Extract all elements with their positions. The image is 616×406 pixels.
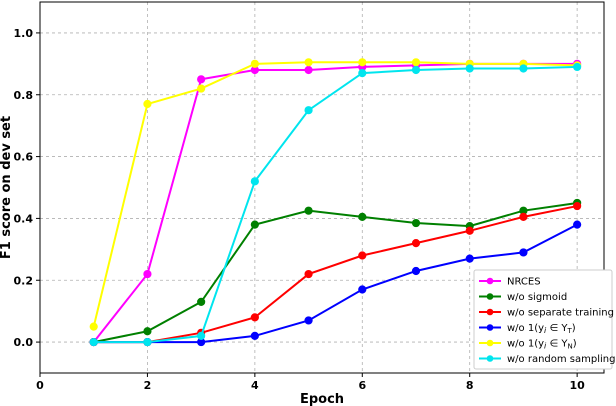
legend-label: w/o sigmoid bbox=[507, 292, 567, 303]
data-point bbox=[519, 64, 528, 73]
data-point bbox=[250, 313, 259, 322]
axes: 0 2 4 6 8 10 0.0 0.2 0.4 0.6 0.8 1.0 Epoch F1 score o… bbox=[0, 1, 605, 406]
data-point bbox=[197, 297, 206, 306]
data-point bbox=[358, 69, 367, 78]
x-tick-label: 2 bbox=[144, 379, 152, 392]
x-tick-label: 8 bbox=[466, 379, 474, 392]
data-point bbox=[411, 239, 421, 248]
data-point bbox=[143, 269, 152, 279]
legend-marker bbox=[486, 355, 494, 362]
legend-label: w/o 1(yi ∈ YN) bbox=[507, 339, 577, 351]
data-point bbox=[519, 248, 528, 257]
legend-label: w/o random sampling bbox=[507, 354, 615, 365]
y-tick-label: 0.6 bbox=[14, 151, 34, 164]
legend-marker bbox=[486, 339, 494, 347]
data-point bbox=[250, 177, 259, 186]
y-tick-label: 0.8 bbox=[14, 89, 34, 102]
series-lines bbox=[89, 58, 582, 347]
legend: NRCES w/o sigmoid w/o separate training w/o… bbox=[473, 269, 615, 370]
series-line bbox=[93, 65, 578, 344]
data-point bbox=[304, 316, 313, 325]
y-tick-label: 0.0 bbox=[14, 336, 34, 349]
data-point bbox=[465, 226, 474, 235]
data-point bbox=[573, 201, 582, 211]
data-point bbox=[358, 251, 367, 260]
data-point bbox=[304, 106, 313, 115]
data-point bbox=[411, 58, 421, 67]
data-point bbox=[197, 84, 206, 93]
series-line bbox=[92, 61, 578, 327]
data-point bbox=[573, 62, 582, 72]
x-tick-label: 0 bbox=[36, 379, 44, 392]
y-tick-label: 1.0 bbox=[14, 27, 34, 40]
data-point bbox=[143, 99, 152, 109]
data-point bbox=[519, 212, 528, 221]
legend-marker bbox=[486, 308, 494, 316]
data-point bbox=[465, 254, 474, 263]
x-tick-label: 10 bbox=[569, 379, 585, 392]
data-point bbox=[197, 75, 206, 84]
data-point bbox=[304, 58, 313, 67]
data-point bbox=[411, 65, 421, 75]
data-point bbox=[411, 218, 421, 228]
legend-label: NRCES bbox=[507, 277, 541, 288]
data-point bbox=[197, 331, 206, 340]
legend-label: w/o 1(yi ∈ YT) bbox=[507, 323, 576, 335]
y-axis-title: F1 score on dev set bbox=[0, 116, 14, 259]
legend-marker bbox=[486, 324, 494, 331]
legend-marker bbox=[486, 293, 494, 300]
y-tick-label: 0.2 bbox=[14, 274, 34, 287]
x-tick-label: 6 bbox=[358, 379, 366, 392]
data-point bbox=[411, 266, 421, 276]
data-point bbox=[358, 285, 367, 294]
series-line bbox=[93, 201, 578, 344]
data-point bbox=[89, 322, 98, 331]
data-point bbox=[89, 337, 98, 347]
series-line bbox=[93, 223, 578, 344]
legend-label: w/o separate training bbox=[507, 308, 614, 319]
x-tick-label: 4 bbox=[251, 379, 259, 392]
data-point bbox=[304, 269, 313, 279]
plot-frame bbox=[39, 1, 605, 374]
data-point bbox=[143, 327, 152, 336]
data-point bbox=[143, 337, 152, 347]
data-point bbox=[304, 206, 313, 215]
series-5 bbox=[89, 62, 582, 347]
data-point bbox=[250, 59, 259, 68]
data-point bbox=[573, 220, 582, 229]
data-point bbox=[358, 212, 367, 221]
data-point bbox=[358, 58, 367, 67]
data-point bbox=[250, 331, 259, 340]
y-tick-label: 0.4 bbox=[14, 212, 34, 225]
series-line bbox=[93, 205, 578, 344]
data-point bbox=[465, 64, 474, 73]
legend-marker bbox=[486, 277, 494, 285]
legend-box bbox=[473, 269, 613, 370]
data-point bbox=[304, 65, 313, 75]
x-axis-title: Epoch bbox=[300, 392, 344, 406]
data-point bbox=[250, 220, 259, 229]
